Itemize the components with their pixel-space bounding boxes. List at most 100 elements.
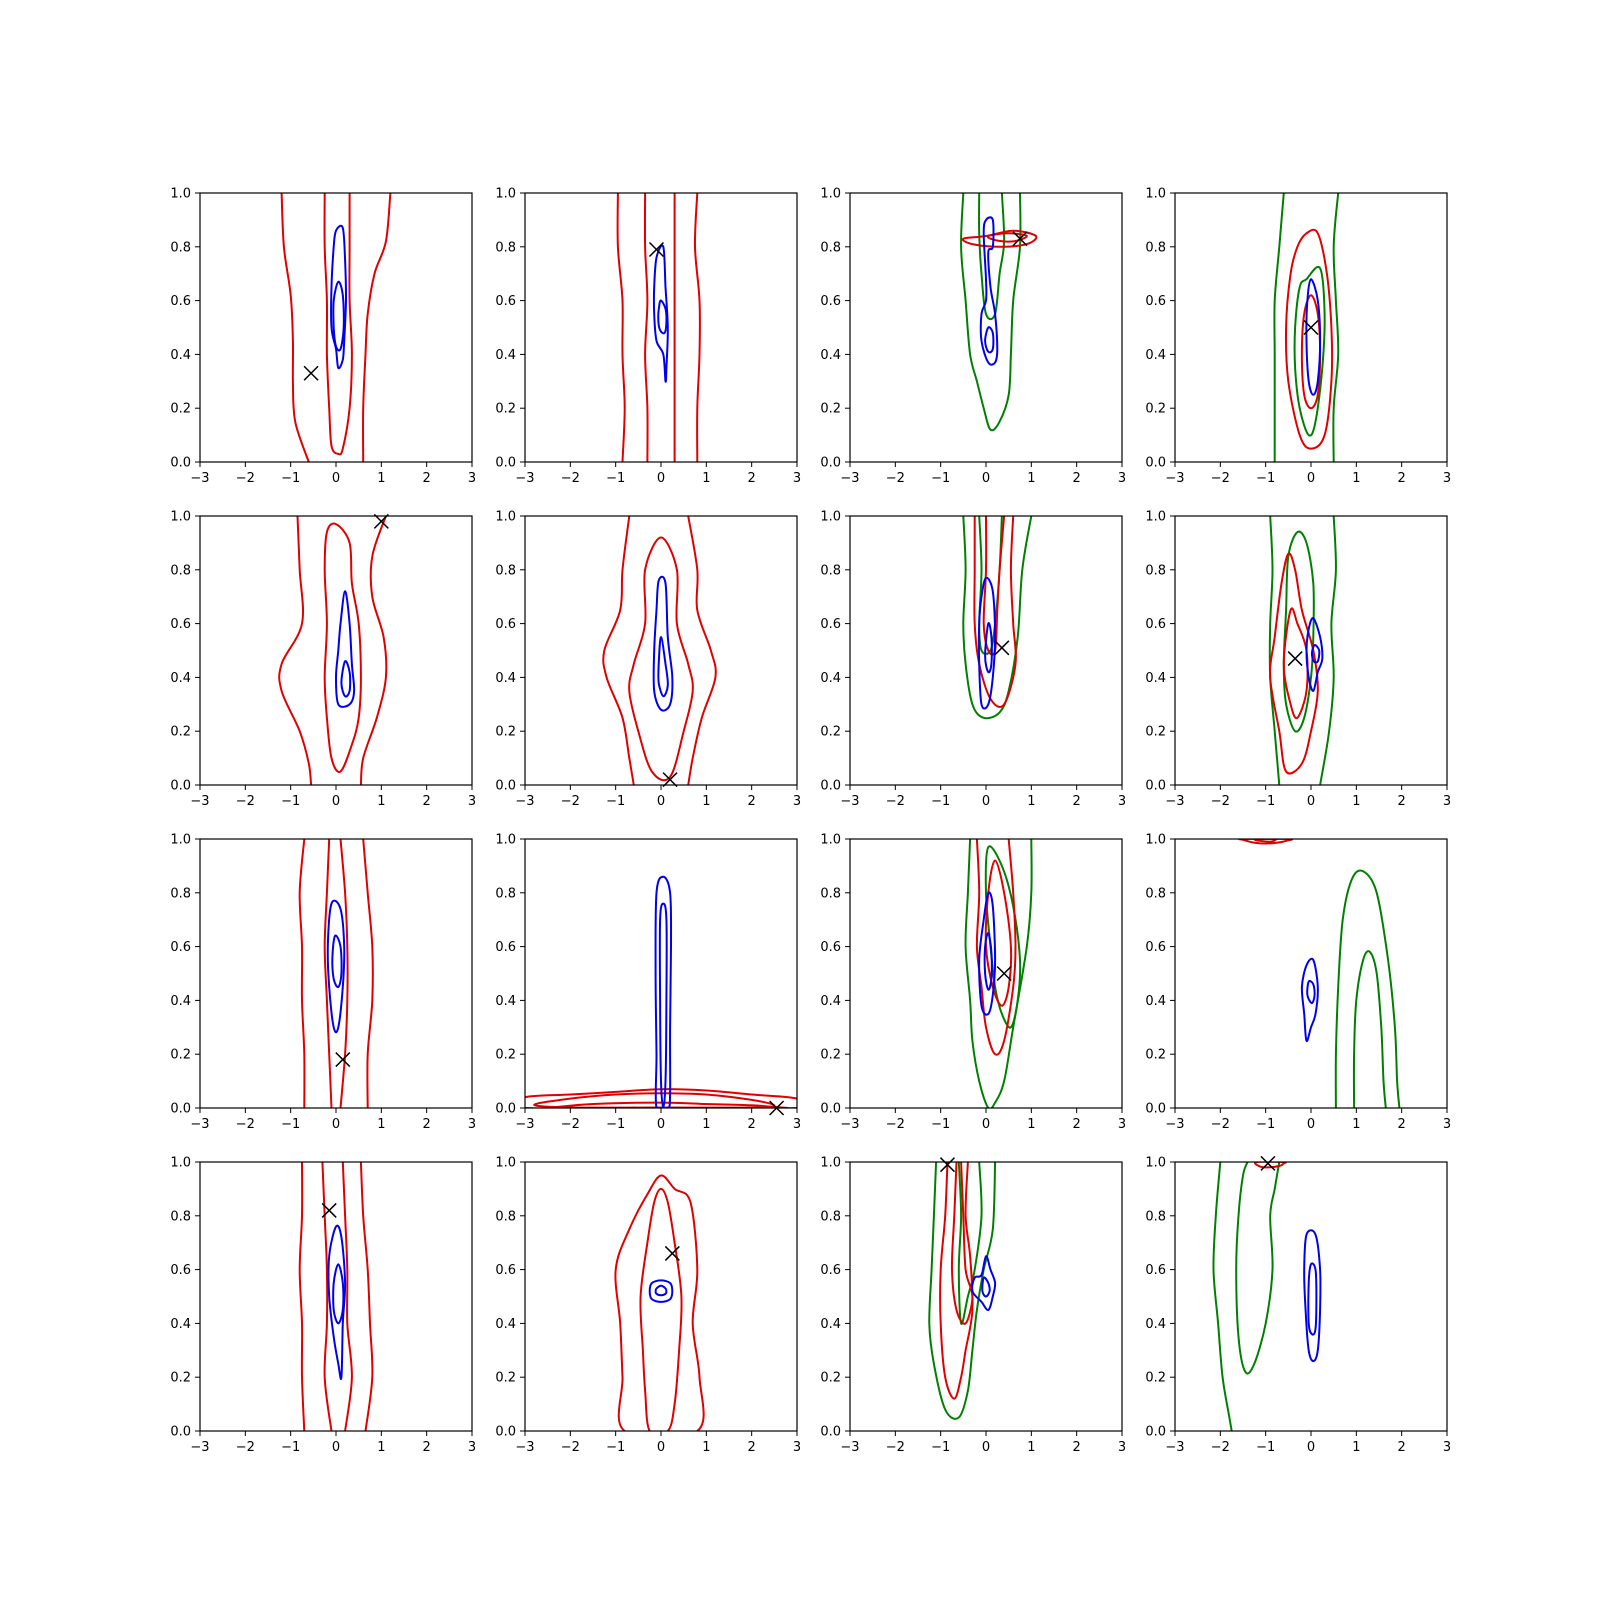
- plot-area: [278, 516, 388, 785]
- x-tick-label: −3: [190, 1440, 209, 1455]
- y-tick-label: 0.2: [1145, 1048, 1166, 1063]
- green-contour-line: [1268, 516, 1281, 785]
- plot-area: [298, 1162, 374, 1431]
- y-tick-label: 0.4: [170, 348, 191, 363]
- blue-contour-line: [335, 590, 356, 708]
- plot-area: [960, 193, 1038, 432]
- x-axis: −3 −2 −1 0 1 2 3: [1165, 785, 1451, 809]
- subplot-1-4: −3 −2 −1 0 1 2 3 0.0 0.2 0.4 0.6 0.8 1.0: [1145, 187, 1451, 487]
- subplot-2-1: −3 −2 −1 0 1 2 3 0.0 0.2 0.4 0.6 0.8 1.0: [170, 510, 476, 810]
- y-tick-label: 0.8: [170, 1209, 191, 1224]
- plot-area: [964, 839, 1033, 1108]
- y-tick-label: 0.6: [170, 940, 191, 955]
- x-marker: [996, 965, 1012, 982]
- red-contour-line: [950, 1162, 974, 1325]
- x-tick-label: −2: [1211, 1440, 1230, 1455]
- x-tick-label: 3: [793, 1117, 801, 1132]
- x-tick-label: 3: [468, 471, 476, 486]
- y-tick-label: 0.4: [170, 1317, 191, 1332]
- y-tick-label: 0.8: [820, 1209, 841, 1224]
- y-tick-label: 0.2: [170, 1371, 191, 1386]
- red-contour-line: [973, 516, 1017, 708]
- x-tick-label: −2: [1211, 1117, 1230, 1132]
- y-tick-label: 0.6: [820, 617, 841, 632]
- red-contour-line: [341, 1162, 353, 1431]
- x-tick-label: 0: [1307, 471, 1315, 486]
- y-tick-label: 0.0: [820, 1102, 841, 1117]
- y-tick-label: 0.2: [170, 1048, 191, 1063]
- x-tick-label: 0: [332, 1117, 340, 1132]
- axes-frame: [524, 515, 798, 786]
- blue-contour-line: [971, 1255, 997, 1312]
- red-contour-line: [525, 1088, 797, 1108]
- red-contour-line: [1282, 607, 1309, 720]
- blue-contour-line: [340, 660, 352, 698]
- x-tick-label: −3: [1165, 794, 1184, 809]
- y-tick-label: 0.2: [495, 1371, 516, 1386]
- x-tick-label: −1: [281, 794, 300, 809]
- x-tick-label: −3: [190, 471, 209, 486]
- x-marker: [335, 1052, 351, 1068]
- x-tick-label: 3: [1118, 1440, 1126, 1455]
- x-tick-label: −3: [1165, 471, 1184, 486]
- y-tick-label: 0.8: [495, 240, 516, 255]
- x-tick-label: 1: [1027, 794, 1035, 809]
- x-tick-label: −1: [281, 471, 300, 486]
- x-axis: −3 −2 −1 0 1 2 3: [1165, 462, 1451, 486]
- plot-area: [1238, 839, 1401, 1108]
- x-tick-label: 0: [982, 471, 990, 486]
- x-axis: −3 −2 −1 0 1 2 3: [190, 785, 476, 809]
- x-tick-label: −2: [236, 794, 255, 809]
- x-axis: −3 −2 −1 0 1 2 3: [515, 785, 801, 809]
- y-tick-label: 0.2: [1145, 402, 1166, 417]
- x-tick-label: 2: [423, 471, 431, 486]
- x-tick-label: 2: [423, 794, 431, 809]
- red-contour-line: [1238, 839, 1294, 845]
- plot-area: [298, 839, 374, 1108]
- x-tick-label: 2: [1398, 1117, 1406, 1132]
- red-contour-line: [321, 1162, 333, 1431]
- plot-area: [602, 516, 717, 785]
- y-axis: 0.0 0.2 0.4 0.6 0.8 1.0: [1145, 1156, 1175, 1440]
- green-contour-line: [1282, 530, 1315, 733]
- y-tick-label: 0.8: [495, 563, 516, 578]
- red-contour-line: [616, 193, 626, 462]
- y-tick-label: 1.0: [820, 833, 841, 848]
- x-tick-label: 0: [332, 794, 340, 809]
- red-contour-line: [602, 516, 635, 785]
- x-axis: −3 −2 −1 0 1 2 3: [515, 1108, 801, 1132]
- y-tick-label: 0.6: [1145, 940, 1166, 955]
- y-tick-label: 1.0: [1145, 510, 1166, 525]
- x-tick-label: 1: [1027, 471, 1035, 486]
- plot-area: [616, 193, 701, 462]
- green-contour-line: [962, 516, 1033, 720]
- plot-area: [614, 1174, 705, 1431]
- x-tick-label: −2: [236, 1440, 255, 1455]
- x-axis: −3 −2 −1 0 1 2 3: [840, 785, 1126, 809]
- blue-contour-line: [984, 326, 995, 354]
- plot-area: [1273, 193, 1340, 462]
- x-tick-label: −2: [1211, 471, 1230, 486]
- red-contour-line: [687, 516, 717, 785]
- subplot-2-3: −3 −2 −1 0 1 2 3 0.0 0.2 0.4 0.6 0.8 1.0: [820, 510, 1126, 810]
- x-marker: [1287, 651, 1303, 667]
- y-tick-label: 0.4: [1145, 1317, 1166, 1332]
- x-marker: [1012, 231, 1028, 247]
- y-axis: 0.0 0.2 0.4 0.6 0.8 1.0: [820, 187, 850, 471]
- x-tick-label: −3: [840, 471, 859, 486]
- x-tick-label: 2: [748, 1440, 756, 1455]
- y-tick-label: 1.0: [495, 1156, 516, 1171]
- y-tick-label: 0.4: [820, 994, 841, 1009]
- y-tick-label: 1.0: [1145, 187, 1166, 202]
- x-tick-label: 1: [702, 794, 710, 809]
- subplot-1-1: −3 −2 −1 0 1 2 3 0.0 0.2 0.4 0.6 0.8 1.0: [170, 187, 476, 487]
- y-tick-label: 0.8: [820, 886, 841, 901]
- blue-contour-line: [978, 891, 997, 1016]
- red-contour-line: [298, 839, 306, 1108]
- x-axis: −3 −2 −1 0 1 2 3: [840, 1431, 1126, 1455]
- y-axis: 0.0 0.2 0.4 0.6 0.8 1.0: [1145, 833, 1175, 1117]
- y-tick-label: 1.0: [495, 833, 516, 848]
- x-tick-label: 1: [702, 1440, 710, 1455]
- y-tick-label: 0.0: [1145, 1425, 1166, 1440]
- y-tick-label: 0.4: [1145, 994, 1166, 1009]
